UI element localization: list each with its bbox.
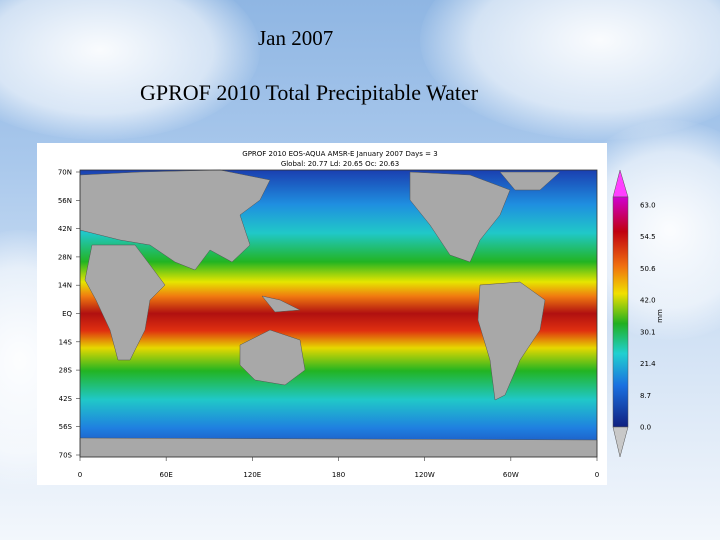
lon-label: 120W bbox=[415, 471, 435, 479]
colorbar-label: 63.0 bbox=[640, 202, 656, 210]
lat-label: 14N bbox=[58, 282, 72, 290]
lat-label: 28S bbox=[59, 367, 73, 375]
slide-title: Jan 2007 bbox=[258, 26, 334, 50]
colorbar-label: 42.0 bbox=[640, 297, 656, 305]
lat-label: 56S bbox=[59, 423, 73, 431]
lat-label: 70S bbox=[59, 452, 73, 460]
lon-label: 0 bbox=[595, 471, 599, 479]
lon-label: 0 bbox=[78, 471, 82, 479]
colorbar-label: 0.0 bbox=[640, 424, 651, 432]
lon-label: 120E bbox=[243, 471, 261, 479]
lon-labels: 0 60E 120E 180 120W 60W 0 bbox=[78, 457, 599, 479]
colorbar-label: 21.4 bbox=[640, 360, 656, 368]
lat-label: 42S bbox=[59, 395, 73, 403]
lat-label: EQ bbox=[62, 310, 72, 318]
lat-labels: 70N 56N 42N 28N 14N EQ 14S 28S 42S 56S 70S bbox=[58, 169, 80, 460]
colorbar-label: 8.7 bbox=[640, 392, 651, 400]
colorbar-max bbox=[612, 169, 629, 198]
lat-label: 14S bbox=[59, 338, 73, 346]
land bbox=[79, 169, 598, 458]
lat-label: 56N bbox=[58, 197, 72, 205]
slide-subtitle: GPROF 2010 Total Precipitable Water bbox=[140, 80, 479, 105]
lon-label: 60W bbox=[503, 471, 519, 479]
lat-label: 28N bbox=[58, 253, 72, 261]
colorbar-min bbox=[612, 426, 629, 458]
lat-label: 70N bbox=[58, 169, 72, 177]
colorbar bbox=[612, 196, 629, 428]
lat-label: 42N bbox=[58, 225, 72, 233]
map-header: Global: 20.77 Ld: 20.65 Oc: 20.63 bbox=[281, 160, 399, 168]
map-header: GPROF 2010 EOS-AQUA AMSR-E January 2007 … bbox=[242, 150, 437, 158]
colorbar-unit: mm bbox=[656, 309, 664, 323]
colorbar-label: 50.6 bbox=[640, 265, 656, 273]
lon-label: 180 bbox=[332, 471, 345, 479]
colorbar-label: 30.1 bbox=[640, 328, 656, 336]
colorbar-label: 54.5 bbox=[640, 233, 656, 241]
colorbar-labels: 63.0 54.5 50.6 42.0 30.1 21.4 8.7 0.0 bbox=[640, 202, 656, 432]
lon-label: 60E bbox=[159, 471, 172, 479]
